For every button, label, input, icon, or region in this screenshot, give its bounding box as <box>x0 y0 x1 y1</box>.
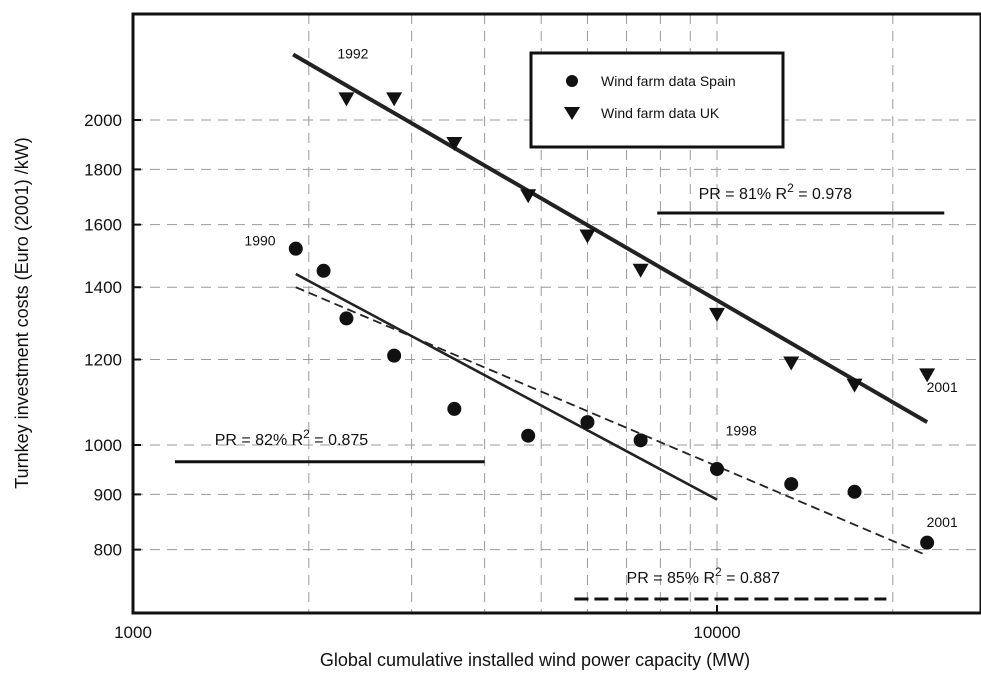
y-tick-label: 2000 <box>84 111 122 130</box>
data-point-uk <box>338 92 355 107</box>
fit-line <box>295 272 718 501</box>
data-point-uk <box>783 356 800 371</box>
fit-line <box>292 52 929 424</box>
x-tick-label: 10000 <box>693 623 740 642</box>
axis-ticks: 800 900 1000 1200 1400 1600 1800 2000 1000 10000 <box>84 111 740 642</box>
year-annotation: 2001 <box>927 379 958 395</box>
y-axis-title: Turnkey investment costs (Euro (2001) /k… <box>12 137 32 488</box>
data-point-uk <box>579 229 596 244</box>
pr-label: PR = 82% R2 = 0.875 <box>215 427 369 449</box>
annotations: 1992 1990 1998 2001 2001 <box>244 46 958 530</box>
fit-lines <box>292 52 929 557</box>
plot-frame <box>131 12 981 615</box>
year-annotation: 1992 <box>337 46 368 62</box>
data-point-uk <box>709 307 725 322</box>
data-point-spain <box>339 311 354 326</box>
data-point-spain <box>920 535 935 550</box>
y-tick-label: 1800 <box>84 160 122 179</box>
y-tick-label: 800 <box>94 541 122 560</box>
data-point-uk <box>846 378 863 393</box>
data-point-spain <box>521 428 536 443</box>
data-point-uk <box>386 92 403 107</box>
legend-marker-uk <box>564 107 580 120</box>
pr-label: PR = 85% R2 = 0.887 <box>627 565 781 587</box>
data-point-uk <box>919 368 936 383</box>
y-tick-label: 1600 <box>84 216 122 235</box>
legend-box <box>529 51 785 149</box>
x-axis-title: Global cumulative installed wind power c… <box>320 650 750 670</box>
data-point-spain <box>447 401 462 416</box>
data-point-spain <box>633 433 648 448</box>
data-point-spain <box>316 263 331 278</box>
data-points <box>288 92 936 550</box>
pr-label: PR = 81% R2 = 0.978 <box>699 181 853 203</box>
gridlines <box>133 14 981 613</box>
data-point-spain <box>387 348 402 363</box>
legend: Wind farm data Spain Wind farm data UK <box>529 51 785 149</box>
year-annotation: 2001 <box>927 514 958 530</box>
year-annotation: 1990 <box>244 233 275 249</box>
legend-label-spain: Wind farm data Spain <box>601 73 736 89</box>
data-point-spain <box>580 415 595 430</box>
data-point-spain <box>288 241 303 256</box>
pr-labels: PR = 81% R2 = 0.978 PR = 82% R2 = 0.875 PR… <box>174 181 945 601</box>
legend-label-uk: Wind farm data UK <box>601 105 720 121</box>
y-tick-label: 900 <box>94 485 122 504</box>
year-annotation: 1998 <box>726 423 757 439</box>
data-point-uk <box>446 137 463 152</box>
data-point-spain <box>710 462 724 477</box>
fit-line <box>295 286 928 557</box>
data-point-uk <box>632 263 649 278</box>
x-tick-label: 1000 <box>114 623 152 642</box>
data-point-spain <box>847 484 862 499</box>
data-point-uk <box>520 189 537 204</box>
y-tick-label: 1200 <box>84 351 122 370</box>
data-point-spain <box>784 477 799 492</box>
y-tick-label: 1000 <box>84 436 122 455</box>
legend-marker-spain <box>566 75 578 87</box>
y-tick-label: 1400 <box>84 278 122 297</box>
